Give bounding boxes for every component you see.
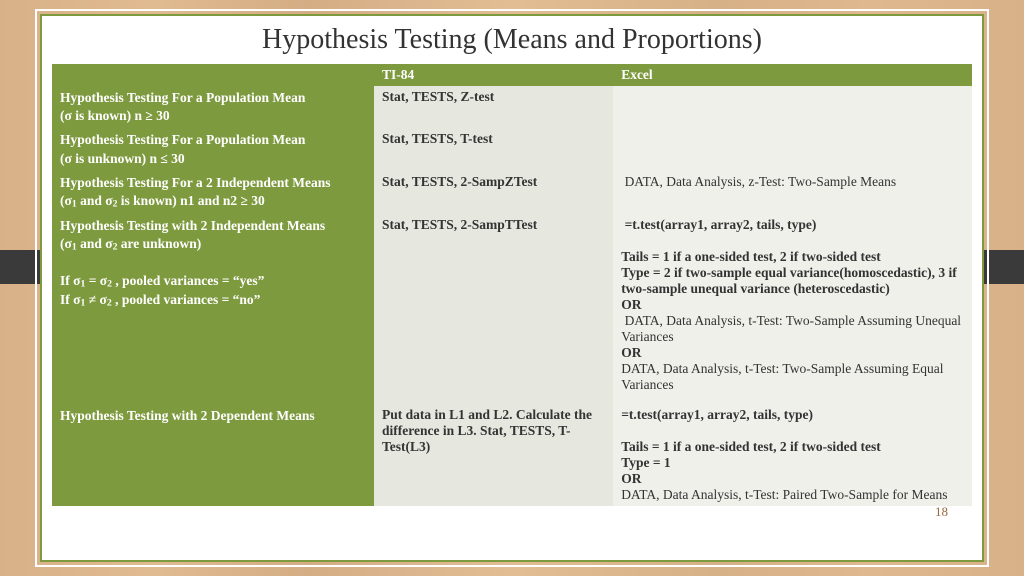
- row-label: Hypothesis Testing with 2 Independent Me…: [52, 214, 374, 404]
- row-excel: [613, 128, 972, 170]
- table-row: Hypothesis Testing For a 2 Independent M…: [52, 171, 972, 214]
- table-body: Hypothesis Testing For a Population Mean…: [52, 86, 972, 506]
- row-label: Hypothesis Testing For a 2 Independent M…: [52, 171, 374, 214]
- row-ti84: Stat, TESTS, 2-SampTTest: [374, 214, 613, 404]
- page-number: 18: [935, 504, 948, 520]
- row-ti84: Stat, TESTS, 2-SampZTest: [374, 171, 613, 214]
- row-label: Hypothesis Testing with 2 Dependent Mean…: [52, 404, 374, 506]
- decor-tab-right: [984, 250, 1024, 284]
- slide-card: Hypothesis Testing (Means and Proportion…: [40, 14, 984, 562]
- col-header-excel: Excel: [613, 64, 972, 86]
- page-title: Hypothesis Testing (Means and Proportion…: [52, 24, 972, 56]
- row-ti84: Put data in L1 and L2. Calculate the dif…: [374, 404, 613, 506]
- table-row: Hypothesis Testing For a Population Mean…: [52, 86, 972, 128]
- table-row: Hypothesis Testing with 2 Independent Me…: [52, 214, 972, 404]
- row-excel: [613, 86, 972, 128]
- row-excel: =t.test(array1, array2, tails, type) Tai…: [613, 214, 972, 404]
- row-label: Hypothesis Testing For a Population Mean…: [52, 128, 374, 170]
- table-row: Hypothesis Testing with 2 Dependent Mean…: [52, 404, 972, 506]
- methods-table: TI-84 Excel Hypothesis Testing For a Pop…: [52, 64, 972, 506]
- col-header-blank: [52, 64, 374, 86]
- table-header-row: TI-84 Excel: [52, 64, 972, 86]
- row-excel: DATA, Data Analysis, z-Test: Two-Sample …: [613, 171, 972, 214]
- table-row: Hypothesis Testing For a Population Mean…: [52, 128, 972, 170]
- col-header-ti84: TI-84: [374, 64, 613, 86]
- row-ti84: Stat, TESTS, Z-test: [374, 86, 613, 128]
- decor-tab-left: [0, 250, 40, 284]
- row-excel: =t.test(array1, array2, tails, type) Tai…: [613, 404, 972, 506]
- row-ti84: Stat, TESTS, T-test: [374, 128, 613, 170]
- row-label: Hypothesis Testing For a Population Mean…: [52, 86, 374, 128]
